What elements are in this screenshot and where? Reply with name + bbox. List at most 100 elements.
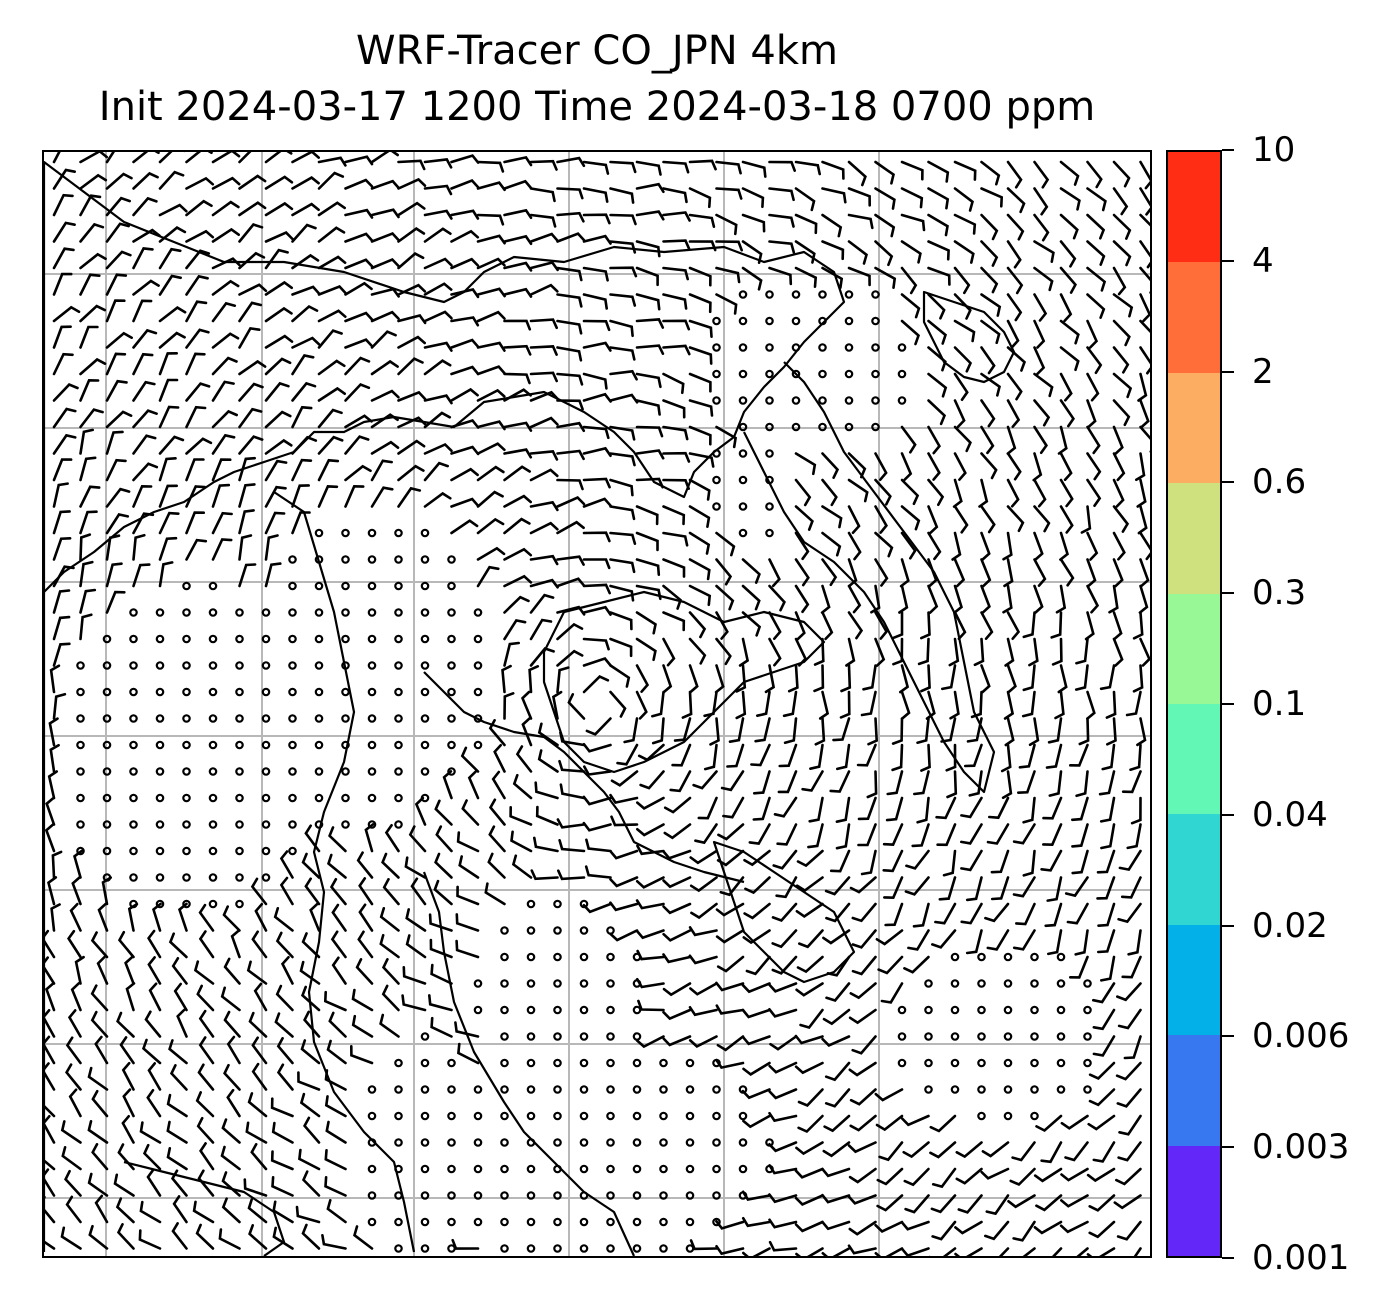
wind-barb (331, 903, 347, 932)
calm-wind-circle (76, 767, 85, 776)
wind-barb (662, 425, 689, 441)
calm-wind-circle (579, 952, 589, 962)
wind-barb (1112, 293, 1134, 318)
calm-wind-circle (261, 767, 271, 776)
calm-wind-circle (129, 740, 138, 750)
wind-barb (1059, 346, 1080, 372)
wind-barb (97, 902, 109, 932)
wind-barb (196, 984, 215, 1012)
wind-barb (1006, 452, 1022, 481)
wind-barb (1059, 1220, 1089, 1234)
calm-wind-circle (1056, 979, 1066, 988)
calm-wind-circle (208, 608, 218, 617)
wind-barb (898, 584, 909, 614)
wind-barb (741, 1035, 771, 1046)
wind-barb (105, 458, 127, 482)
wind-barb (132, 152, 160, 164)
calm-wind-circle (632, 1164, 642, 1174)
wind-barb (1100, 823, 1116, 850)
wind-barb (688, 1035, 718, 1048)
wind-barb (825, 902, 851, 923)
calm-wind-circle (420, 1217, 430, 1227)
calm-wind-circle (712, 502, 721, 511)
wind-barb (778, 743, 798, 768)
wind-barb (635, 531, 659, 552)
wind-barb (243, 1178, 268, 1197)
wind-barb (715, 584, 735, 611)
wind-barb (877, 955, 904, 975)
wind-barb (874, 637, 886, 667)
wind-barb (503, 641, 520, 667)
map-panel[interactable] (42, 150, 1152, 1258)
wind-barb (609, 213, 637, 226)
calm-wind-circle (394, 581, 403, 591)
calm-wind-circle (367, 714, 377, 723)
wind-barb (832, 717, 851, 742)
wind-barb (776, 823, 798, 846)
wind-barb (948, 637, 960, 667)
wind-barb (291, 285, 321, 296)
wind-barb (423, 491, 452, 508)
wind-barb (344, 258, 374, 270)
wind-barb (801, 770, 824, 792)
wind-barb (67, 929, 82, 959)
wind-barb (328, 1011, 347, 1038)
wind-barb (848, 1061, 877, 1077)
wind-barb (1033, 187, 1049, 216)
wind-barb (750, 743, 771, 767)
wind-barb (211, 380, 235, 402)
wind-barb (397, 464, 425, 482)
calm-wind-circle (182, 687, 191, 697)
calm-wind-circle (473, 661, 483, 670)
calm-wind-circle (129, 793, 138, 803)
wind-barb (1099, 664, 1116, 691)
wind-barb (963, 743, 983, 768)
calm-wind-circle (712, 1217, 721, 1227)
wind-barb (662, 929, 692, 942)
wind-barb (814, 717, 826, 746)
wind-barb (953, 293, 972, 320)
wind-barb (1048, 770, 1063, 797)
wind-barb (1112, 240, 1132, 267)
wind-barb (635, 182, 665, 194)
wind-barb (795, 902, 824, 918)
calm-wind-circle (579, 1111, 589, 1121)
wind-barb (1033, 213, 1050, 242)
wind-barb (662, 319, 691, 331)
wind-barb (856, 743, 877, 767)
calm-wind-circle (208, 714, 218, 723)
wind-barb (874, 240, 894, 267)
wind-barb (450, 154, 480, 164)
wind-barb (824, 876, 851, 896)
calm-wind-circle (897, 1032, 907, 1041)
colorbar-tick (1222, 370, 1234, 373)
wind-barb (51, 850, 63, 879)
calm-wind-circle (420, 555, 430, 564)
wind-barb (953, 505, 969, 534)
wind-barb (1092, 1035, 1116, 1057)
wind-barb (264, 231, 294, 243)
wind-barb (132, 462, 159, 482)
wind-barb (1059, 213, 1079, 240)
wind-barb (794, 558, 810, 587)
wind-barb (503, 344, 532, 356)
wind-barb (662, 584, 683, 610)
calm-wind-circle (261, 740, 271, 750)
wind-barb (484, 882, 506, 906)
calm-wind-circle (367, 1191, 377, 1200)
calm-wind-circle (526, 1085, 536, 1094)
wind-barb (927, 213, 949, 237)
wind-barb (925, 690, 936, 720)
calm-wind-circle (235, 687, 244, 697)
wind-barb (635, 344, 665, 355)
wind-barb (651, 717, 665, 745)
calm-wind-circle (712, 1111, 721, 1121)
wind-barb (297, 1071, 321, 1091)
wind-barb (741, 584, 761, 611)
wind-barb (79, 194, 102, 217)
wind-barb (317, 171, 345, 190)
wind-barb (558, 839, 586, 853)
calm-wind-circle (394, 608, 403, 617)
wind-barb (966, 717, 983, 743)
calm-wind-circle (367, 555, 377, 564)
